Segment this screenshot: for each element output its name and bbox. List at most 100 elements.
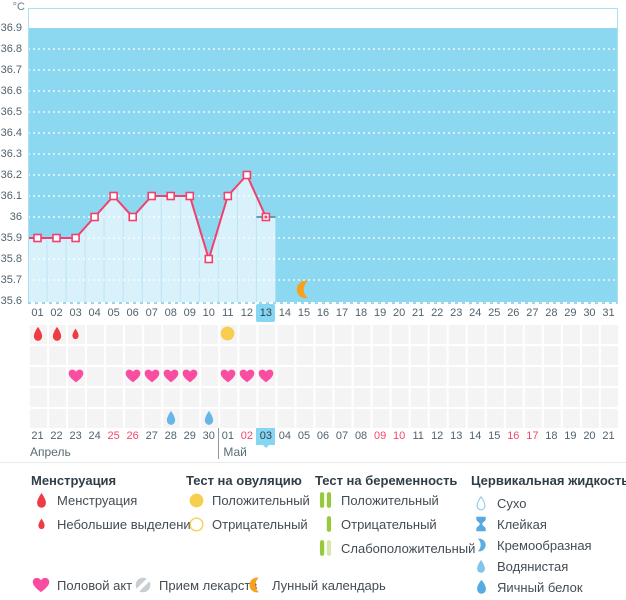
y-axis-tick-label: 36 xyxy=(9,211,22,223)
calendar-date-cell[interactable]: 23 xyxy=(69,430,82,442)
calendar-date-cell[interactable]: 08 xyxy=(354,430,368,442)
legend-column: Положительный Отрицательный xyxy=(186,492,310,540)
cycle-day-cell[interactable]: 24 xyxy=(469,307,482,319)
calendar-date-cell[interactable]: 12 xyxy=(431,430,444,442)
legend-item: Отрицательный xyxy=(186,516,310,532)
calendar-date-cell[interactable]: 17 xyxy=(526,430,539,442)
calendar-date-cell[interactable]: 29 xyxy=(183,430,196,442)
cycle-day-cell[interactable]: 08 xyxy=(164,307,177,319)
month-label: Апрель xyxy=(30,445,71,459)
cycle-day-cell[interactable]: 04 xyxy=(88,307,101,319)
month-label-row: Апрель Май xyxy=(28,445,618,460)
calendar-date-cell[interactable]: 07 xyxy=(335,430,349,442)
fluid-creamy-icon xyxy=(471,537,491,553)
legend-item-label: Слабоположительный xyxy=(341,540,476,556)
calendar-date-cell[interactable]: 21 xyxy=(602,430,615,442)
cycle-day-cell[interactable]: 12 xyxy=(240,307,253,319)
temperature-point-marker xyxy=(52,233,61,243)
legend-column: Менструация Небольшие выделения xyxy=(31,492,198,540)
y-axis-tick-label: 36.8 xyxy=(0,43,22,55)
cycle-day-selected[interactable]: 13 xyxy=(256,304,276,322)
fluid-sticky-icon xyxy=(471,516,491,532)
month-label: Май xyxy=(223,445,247,459)
calendar-date-cell[interactable]: 20 xyxy=(583,430,596,442)
cycle-day-cell[interactable]: 18 xyxy=(354,307,368,319)
calendar-date-cell[interactable]: 09 xyxy=(373,430,387,442)
legend-separator-line xyxy=(0,462,626,463)
fluid-watery-icon xyxy=(471,559,491,574)
drop-large-icon xyxy=(32,326,44,342)
cycle-day-cell[interactable]: 31 xyxy=(602,307,615,319)
cycle-day-cell[interactable]: 19 xyxy=(373,307,387,319)
calendar-date-cell[interactable]: 11 xyxy=(412,430,424,442)
calendar-date-cell[interactable]: 14 xyxy=(469,430,482,442)
legend-column: Положительный Отрицательный Слабоположител… xyxy=(315,492,475,564)
calendar-date-cell[interactable]: 10 xyxy=(393,430,406,442)
cycle-day-cell[interactable]: 30 xyxy=(583,307,596,319)
cycle-day-cell[interactable]: 16 xyxy=(316,307,330,319)
cycle-day-cell[interactable]: 17 xyxy=(335,307,349,319)
heart-icon xyxy=(68,369,84,383)
calendar-date-cell[interactable]: 06 xyxy=(316,430,330,442)
month-divider-line xyxy=(218,428,220,459)
cycle-day-cell[interactable]: 20 xyxy=(393,307,406,319)
calendar-date-row: 21 22 23 24 25 26 27 28 29 30 01 02 03 04 05 06 07 08 09 10… xyxy=(28,428,618,448)
calendar-date-cell[interactable]: 05 xyxy=(297,430,311,442)
cycle-day-cell[interactable]: 10 xyxy=(202,307,215,319)
cycle-day-cell[interactable]: 11 xyxy=(222,307,234,319)
calendar-date-cell[interactable]: 15 xyxy=(488,430,501,442)
cycle-day-cell[interactable]: 27 xyxy=(526,307,539,319)
calendar-date-today[interactable]: 03 xyxy=(256,428,276,448)
cycle-day-cell[interactable]: 21 xyxy=(412,307,425,319)
calendar-date-cell[interactable]: 21 xyxy=(31,430,44,442)
fluid-eggwhite-icon xyxy=(471,579,491,595)
calendar-date-cell[interactable]: 18 xyxy=(545,430,558,442)
calendar-date-cell[interactable]: 24 xyxy=(88,430,101,442)
calendar-date-cell[interactable]: 02 xyxy=(240,430,253,442)
cycle-day-cell[interactable]: 23 xyxy=(450,307,463,319)
calendar-date-cell[interactable]: 16 xyxy=(507,430,520,442)
bbt-chart-plot-area[interactable] xyxy=(28,8,618,303)
preg-weak-icon xyxy=(315,540,335,556)
legend-item: Половой акт xyxy=(31,576,132,594)
cycle-day-cell[interactable]: 26 xyxy=(507,307,520,319)
calendar-date-cell[interactable]: 26 xyxy=(126,430,139,442)
calendar-date-cell[interactable]: 04 xyxy=(278,430,292,442)
fluid-dry-icon xyxy=(471,495,491,511)
cycle-day-cell[interactable]: 22 xyxy=(431,307,444,319)
cycle-day-cell[interactable]: 03 xyxy=(69,307,82,319)
y-axis-tick-label: 35.7 xyxy=(0,274,22,286)
calendar-date-cell[interactable]: 19 xyxy=(564,430,577,442)
legend-item-label: Отрицательный xyxy=(212,516,308,532)
calendar-date-cell[interactable]: 25 xyxy=(107,430,120,442)
cycle-day-cell[interactable]: 02 xyxy=(50,307,63,319)
cycle-day-cell[interactable]: 28 xyxy=(545,307,558,319)
calendar-date-cell[interactable]: 22 xyxy=(50,430,63,442)
calendar-date-cell[interactable]: 30 xyxy=(202,430,215,442)
fluid-chart-drop-icon xyxy=(165,410,177,426)
heart-icon xyxy=(220,369,236,383)
cycle-day-cell[interactable]: 05 xyxy=(107,307,120,319)
heart-icon xyxy=(163,369,179,383)
calendar-date-cell[interactable]: 01 xyxy=(221,430,234,442)
y-axis-tick-label: 36.1 xyxy=(0,190,22,202)
calendar-date-cell[interactable]: 13 xyxy=(450,430,463,442)
cycle-day-cell[interactable]: 01 xyxy=(31,307,44,319)
cycle-day-cell[interactable]: 09 xyxy=(183,307,196,319)
cycle-day-cell[interactable]: 07 xyxy=(145,307,158,319)
cycle-day-cell[interactable]: 06 xyxy=(126,307,139,319)
temperature-point-marker xyxy=(128,212,137,222)
legend-item-label: Яичный белок xyxy=(497,579,583,595)
cycle-day-cell[interactable]: 14 xyxy=(278,307,292,319)
temperature-point-marker xyxy=(147,191,156,201)
cycle-day-cell[interactable]: 15 xyxy=(297,307,311,319)
cycle-day-cell[interactable]: 29 xyxy=(564,307,577,319)
daily-marker-grid xyxy=(28,323,618,428)
heart-icon xyxy=(239,369,255,383)
temperature-point-marker xyxy=(242,170,252,180)
calendar-date-cell[interactable]: 27 xyxy=(145,430,158,442)
calendar-date-cell[interactable]: 28 xyxy=(164,430,177,442)
temperature-point-marker xyxy=(185,191,195,201)
heart-icon xyxy=(258,369,274,383)
cycle-day-cell[interactable]: 25 xyxy=(488,307,501,319)
